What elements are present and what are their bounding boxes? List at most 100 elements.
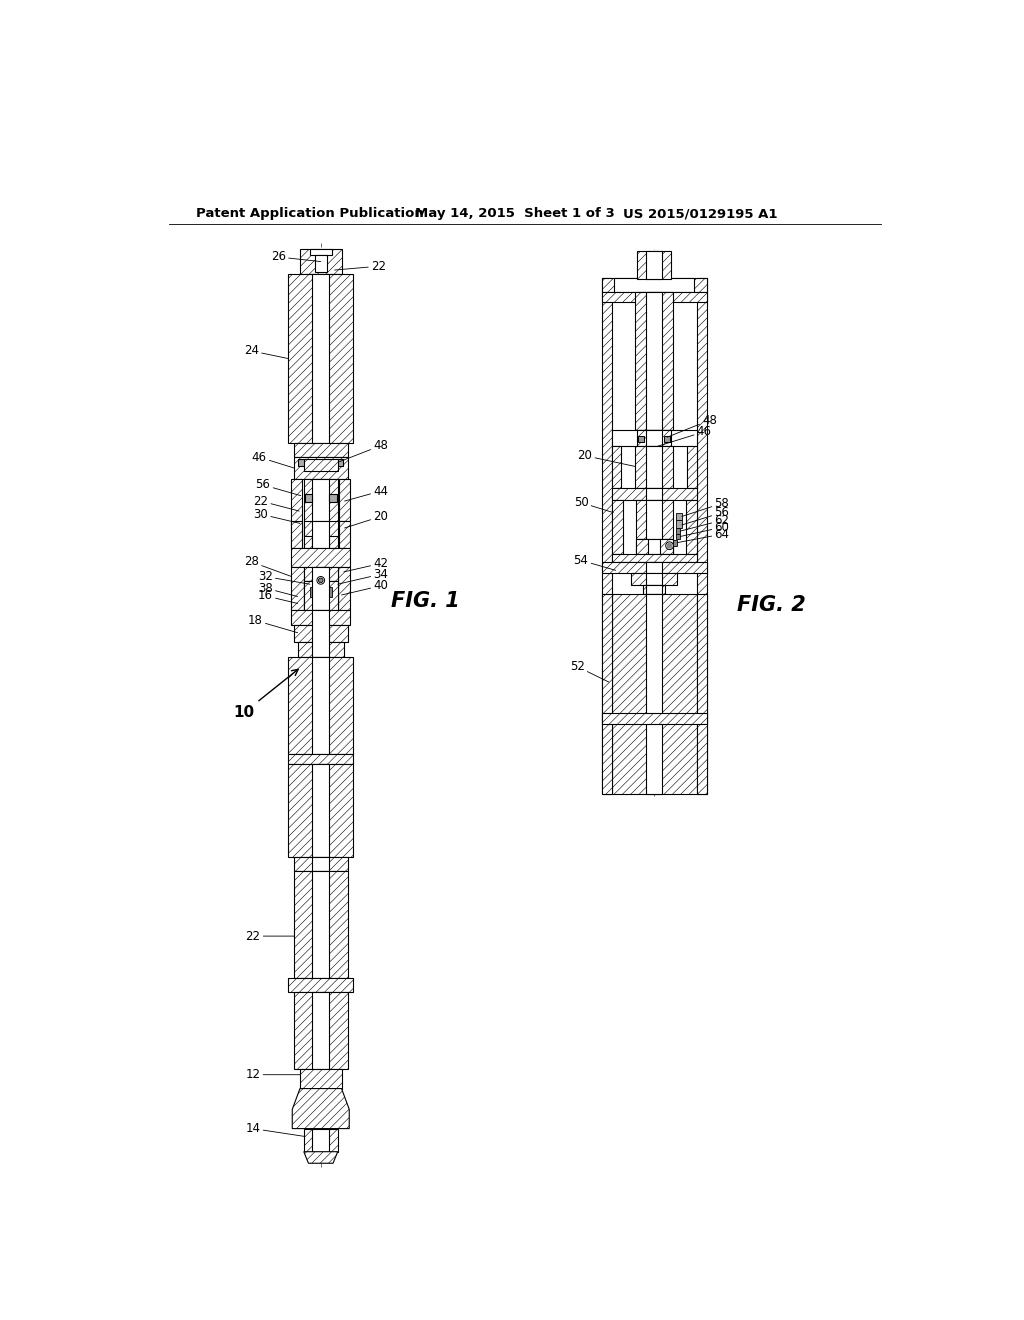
Bar [314, 256, 327, 272]
Bar [635, 446, 674, 488]
Bar [289, 657, 353, 754]
Bar [294, 993, 348, 1069]
Bar [292, 479, 302, 548]
Bar [312, 610, 330, 657]
Bar [294, 871, 348, 978]
Text: 22: 22 [253, 495, 299, 511]
Bar [676, 528, 680, 535]
Text: 48: 48 [668, 413, 717, 437]
Bar [289, 764, 353, 857]
Text: 54: 54 [573, 554, 615, 570]
Bar [298, 459, 306, 466]
Bar [638, 436, 644, 442]
Bar [637, 251, 671, 279]
Bar [674, 540, 677, 546]
Bar [304, 1129, 338, 1151]
Bar [602, 713, 707, 723]
Text: 24: 24 [244, 345, 289, 359]
Bar [635, 430, 674, 446]
Bar [292, 610, 350, 626]
Text: 44: 44 [345, 484, 388, 502]
Bar [611, 500, 623, 554]
Bar [326, 587, 332, 597]
Bar [338, 568, 350, 610]
Bar [312, 521, 330, 548]
Text: US 2015/0129195 A1: US 2015/0129195 A1 [624, 207, 778, 220]
Bar [614, 277, 694, 292]
Bar [646, 594, 662, 795]
Bar [304, 459, 338, 471]
Bar [646, 292, 662, 430]
Bar [646, 562, 662, 581]
Bar [660, 539, 673, 554]
Bar [686, 500, 696, 554]
Text: 62: 62 [680, 513, 729, 531]
Bar [289, 275, 353, 444]
Polygon shape [292, 1089, 349, 1129]
Bar [676, 520, 682, 528]
Bar [292, 548, 350, 568]
Text: 28: 28 [244, 556, 292, 577]
Bar [611, 488, 696, 500]
Circle shape [666, 541, 674, 549]
Bar [676, 535, 680, 539]
Polygon shape [304, 1151, 338, 1163]
Text: FIG. 2: FIG. 2 [737, 595, 806, 615]
Text: 10: 10 [233, 669, 298, 721]
Bar [312, 993, 330, 1069]
Bar [665, 436, 671, 442]
Bar [631, 573, 677, 585]
Bar [611, 446, 621, 488]
Text: 22: 22 [246, 929, 294, 942]
Bar [294, 626, 348, 642]
Bar [304, 581, 338, 610]
Bar [696, 594, 707, 795]
Text: 40: 40 [342, 579, 388, 595]
Bar [289, 978, 353, 993]
Bar [602, 562, 707, 573]
Bar [312, 871, 330, 978]
Text: 42: 42 [344, 557, 388, 572]
Bar [304, 479, 338, 548]
Bar [636, 500, 673, 539]
Bar [292, 568, 304, 610]
Bar [636, 539, 673, 554]
Text: 46: 46 [252, 450, 294, 469]
Text: 34: 34 [338, 568, 388, 585]
Text: 20: 20 [578, 449, 635, 466]
Bar [602, 277, 611, 793]
Bar [637, 430, 671, 446]
Text: 60: 60 [680, 520, 729, 536]
Text: Patent Application Publication: Patent Application Publication [196, 207, 424, 220]
Bar [312, 275, 330, 444]
Text: 50: 50 [573, 496, 613, 512]
Bar [312, 657, 330, 754]
Bar [304, 568, 338, 581]
Bar [312, 479, 330, 548]
Bar [687, 446, 696, 488]
Bar [676, 512, 682, 520]
Bar [310, 587, 316, 597]
Bar [602, 292, 707, 302]
Text: 32: 32 [258, 570, 310, 585]
Text: 52: 52 [569, 660, 608, 682]
Text: 30: 30 [253, 508, 300, 524]
Bar [646, 488, 662, 500]
Bar [611, 594, 696, 795]
Text: 56: 56 [682, 506, 729, 525]
Bar [326, 581, 338, 610]
Bar [289, 754, 353, 764]
Text: 22: 22 [335, 260, 386, 273]
Bar [304, 581, 316, 610]
Bar [339, 521, 350, 548]
Circle shape [668, 544, 672, 548]
Bar [330, 494, 337, 502]
Bar [312, 764, 330, 857]
Bar [294, 457, 348, 479]
Bar [298, 642, 344, 657]
Bar [304, 521, 338, 536]
Circle shape [316, 577, 325, 585]
Bar [646, 251, 662, 279]
Bar [312, 1129, 330, 1151]
Bar [304, 494, 312, 502]
